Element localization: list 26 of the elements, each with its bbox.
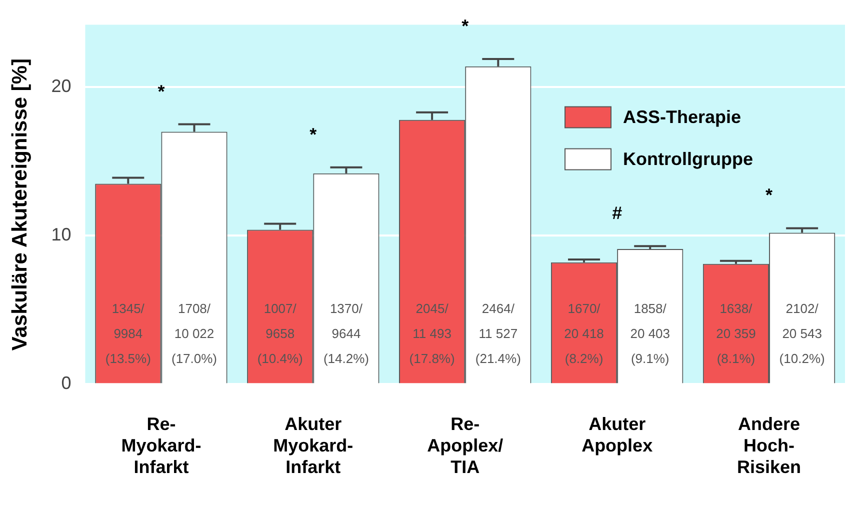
x-tick-label: Andere Hoch- Risiken xyxy=(737,414,802,478)
y-tick-label: 10 xyxy=(51,224,72,245)
annotation: * xyxy=(766,185,773,206)
data-label: 2464/ 11 527 (21.4%) xyxy=(475,301,521,366)
data-label: 1007/ 9658 (10.4%) xyxy=(257,301,303,366)
data-label: 1670/ 20 418 (8.2%) xyxy=(564,301,604,366)
annotation: # xyxy=(612,203,622,224)
x-tick-label: Akuter Myokard- Infarkt xyxy=(273,414,354,478)
annotation: * xyxy=(462,16,469,36)
x-tick-label: Re- Apoplex/ TIA xyxy=(427,414,504,478)
x-tick-label: Akuter Apoplex xyxy=(582,414,653,456)
data-label: 2045/ 11 493 (17.8%) xyxy=(409,301,455,366)
data-label: 1345/ 9984 (13.5%) xyxy=(105,301,151,366)
data-label: 1638/ 20 359 (8.1%) xyxy=(716,301,756,366)
y-axis-title: Vaskuläre Akutereignisse [%] xyxy=(8,58,32,351)
legend-label: ASS-Therapie xyxy=(623,106,742,127)
x-tick-label: Re- Myokard- Infarkt xyxy=(121,414,202,478)
annotation: * xyxy=(158,81,165,102)
data-label: 1370/ 9644 (14.2%) xyxy=(323,301,369,366)
y-tick-label: 0 xyxy=(61,373,72,394)
legend-label: Kontrollgruppe xyxy=(623,148,753,169)
data-label: 2102/ 20 543 (10.2%) xyxy=(779,301,825,366)
data-label: 1708/ 10 022 (17.0%) xyxy=(171,301,218,366)
y-tick-label: 20 xyxy=(51,76,72,96)
annotation: * xyxy=(310,124,317,144)
data-label: 1858/ 20 403 (9.1%) xyxy=(630,301,670,366)
